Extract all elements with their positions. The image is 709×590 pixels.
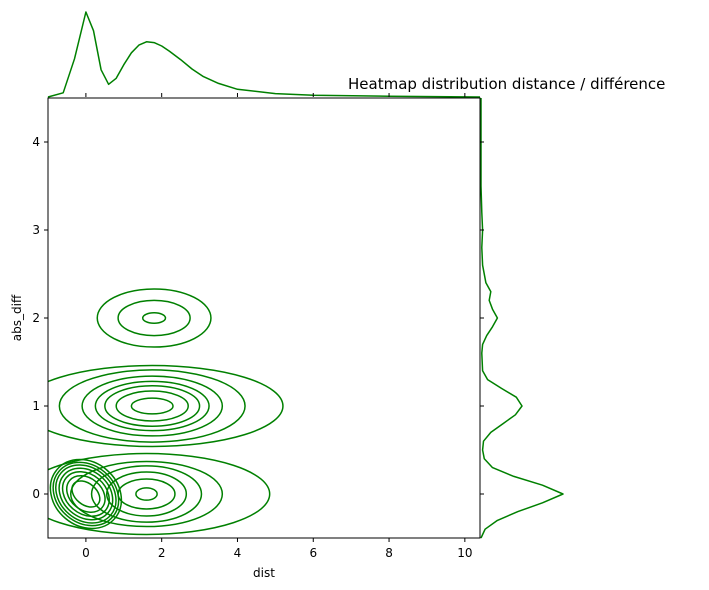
x-axis-label: dist: [253, 566, 275, 580]
kde-contour-line: [135, 487, 158, 501]
y-axis-label: abs_diff: [10, 294, 24, 341]
x-tick-label: 2: [158, 546, 166, 560]
kde-contour-line: [58, 467, 114, 521]
kde-contour-line: [117, 299, 191, 337]
y-tick-label: 2: [32, 311, 40, 325]
x-tick-label: 10: [457, 546, 472, 560]
y-tick-label: 3: [32, 223, 40, 237]
x-tick-label: 8: [385, 546, 393, 560]
kde-contour-line: [49, 458, 123, 530]
kde-cluster: [48, 452, 271, 536]
chart-title: Heatmap distribution distance / différen…: [348, 75, 665, 93]
kde-contour-line: [96, 288, 212, 348]
kde-contour-line: [81, 375, 224, 437]
kde-cluster: [48, 364, 284, 448]
kde-cluster: [96, 288, 212, 348]
kde-contour-line: [141, 311, 167, 325]
x-axis: 0 2 4 6 8 10: [82, 93, 472, 560]
marginal-y-density-line: [480, 98, 564, 539]
kde-contour-line: [69, 460, 224, 528]
kde-contour-line: [48, 364, 284, 448]
x-tick-label: 0: [82, 546, 90, 560]
kde-contour-line: [117, 478, 176, 510]
marginal-x-density-line: [47, 11, 481, 98]
x-tick-label: 6: [309, 546, 317, 560]
kde-contour-line: [104, 385, 201, 427]
x-tick-label: 4: [234, 546, 242, 560]
kde-contour-line: [48, 452, 271, 536]
kde-contour-line: [71, 480, 101, 508]
y-tick-label: 1: [32, 399, 40, 413]
marginal-x-plot: [47, 11, 481, 98]
kde-contour-line: [115, 390, 189, 422]
kde-cluster: [49, 458, 123, 530]
kde-contour-line: [58, 369, 246, 443]
kde-contour-line: [90, 465, 203, 523]
kde-contour-line: [94, 380, 210, 432]
joint-plot-area: [48, 288, 284, 536]
y-tick-label: 4: [32, 135, 40, 149]
kde-contour-line: [61, 470, 110, 518]
y-tick-label: 0: [32, 487, 40, 501]
kde-contour-line: [55, 464, 117, 524]
kde-contour-line: [130, 397, 174, 415]
marginal-y-plot: [480, 98, 564, 539]
kde-contour-line: [105, 471, 188, 517]
y-axis: 0 1 2 3 4: [32, 135, 484, 501]
